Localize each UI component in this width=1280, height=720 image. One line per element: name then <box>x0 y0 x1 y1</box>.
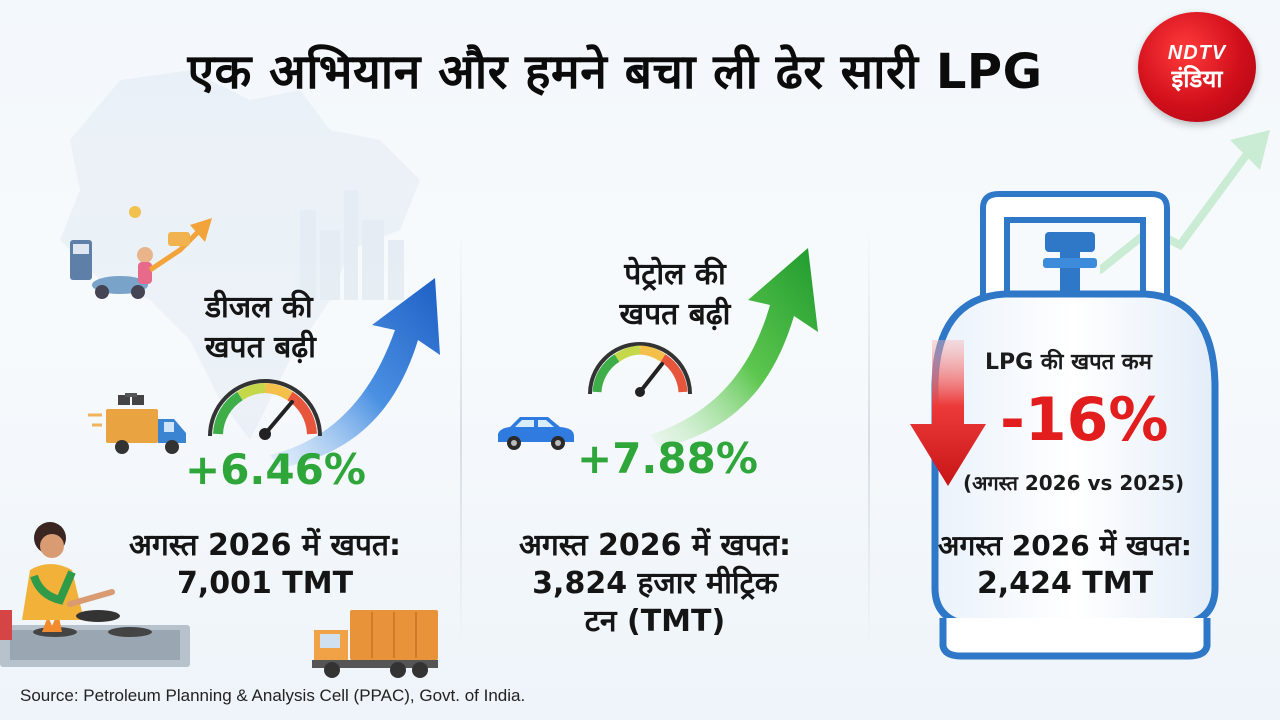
column-divider-right <box>868 230 870 650</box>
petrol-change-percent: +7.88% <box>577 434 758 483</box>
logo-text-india: इंडिया <box>1171 65 1223 93</box>
petrol-rising-arrow-icon <box>650 248 818 448</box>
diesel-speedometer-icon <box>208 379 322 440</box>
source-footnote: Source: Petroleum Planning & Analysis Ce… <box>20 686 526 705</box>
diesel-change-percent: +6.46% <box>185 445 366 494</box>
diesel-stat-value: 7,001 TMT <box>176 566 354 601</box>
diesel-stat-label: अगस्त 2026 में खपत: <box>128 528 402 563</box>
car-icon <box>498 417 574 450</box>
fuel-station-icon <box>70 206 212 299</box>
cargo-truck-icon <box>312 610 438 678</box>
background-map-illustration <box>60 70 420 440</box>
diesel-rising-arrow-icon <box>270 278 440 468</box>
diesel-heading-line1: डीजल की <box>205 290 313 325</box>
lpg-stat-label: अगस्त 2026 में खपत: <box>938 529 1192 562</box>
lpg-cylinder-icon <box>931 191 1219 660</box>
diesel-heading-line2: खपत बढ़ी <box>205 330 316 365</box>
lpg-falling-arrow-icon <box>910 340 986 486</box>
lpg-stat-value: 2,424 TMT <box>976 566 1154 601</box>
lpg-comparison-note: (अगस्त 2026 vs 2025) <box>963 471 1185 495</box>
petrol-stat-value-line1: 3,824 हजार मीट्रिक <box>532 566 778 601</box>
logo-text-ndtv: NDTV <box>1167 42 1227 64</box>
petrol-stat-label: अगस्त 2026 में खपत: <box>518 528 792 563</box>
lpg-heading: LPG की खपत कम <box>985 350 1152 375</box>
column-divider-left <box>460 230 462 650</box>
ndtv-india-logo: NDTV इंडिया <box>1138 12 1256 122</box>
petrol-heading-line1: पेट्रोल की <box>624 257 726 292</box>
diesel-heading: डीजल की खपत बढ़ी <box>205 288 385 368</box>
petrol-heading: पेट्रोल की खपत बढ़ी <box>585 255 765 335</box>
lpg-change-percent: -16% <box>1000 385 1169 455</box>
petrol-speedometer-icon <box>588 342 692 397</box>
delivery-truck-icon <box>88 393 186 454</box>
page-title: एक अभियान और हमने बचा ली ढेर सारी LPG <box>187 44 1043 100</box>
petrol-stat-value-line2: टन (TMT) <box>584 604 726 639</box>
petrol-heading-line2: खपत बढ़ी <box>619 297 731 332</box>
woman-cooking-icon <box>0 522 190 667</box>
